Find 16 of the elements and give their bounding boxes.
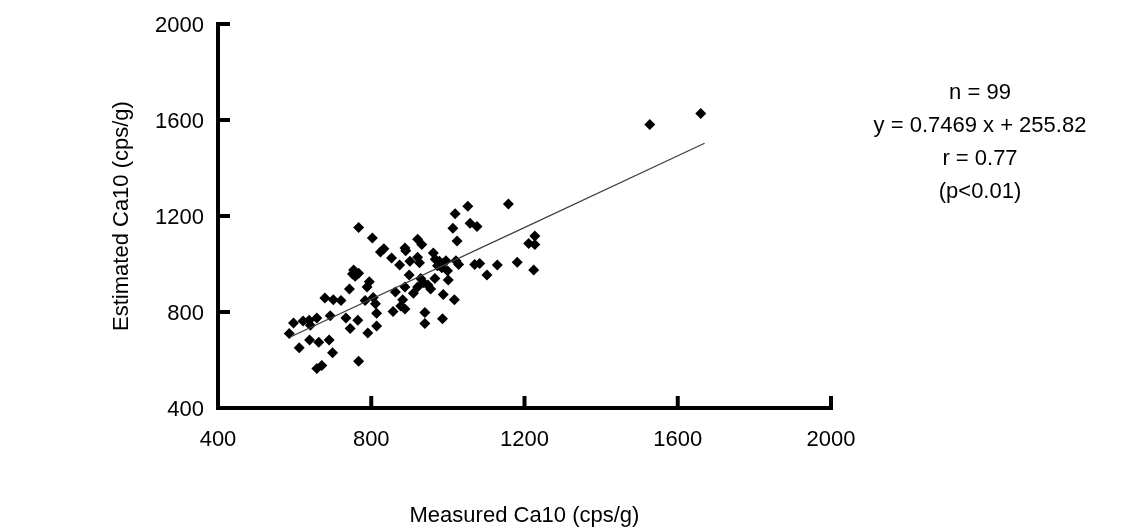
x-tick-label: 1600: [653, 426, 703, 451]
x-tick-label: 2000: [806, 426, 856, 451]
x-tick-label: 800: [352, 426, 390, 451]
y-tick-label: 1200: [155, 203, 204, 229]
text: y = 0.7469 x + 255.82: [873, 112, 1087, 137]
y-tick-label: 1600: [155, 107, 204, 133]
text: n = 99: [949, 79, 1011, 104]
x-axis-title: Measured Ca10 (cps/g): [409, 502, 640, 527]
text: (p<0.01): [938, 178, 1022, 203]
y-tick-label: 400: [167, 395, 204, 421]
y-axis-title: Estimated Ca10 (cps/g): [108, 101, 133, 331]
text: r = 0.77: [942, 145, 1018, 170]
y-tick-label: 2000: [155, 11, 204, 37]
x-tick-label: 400: [199, 426, 237, 451]
x-tick-label: 1200: [500, 426, 549, 451]
y-tick-label: 800: [167, 299, 204, 325]
